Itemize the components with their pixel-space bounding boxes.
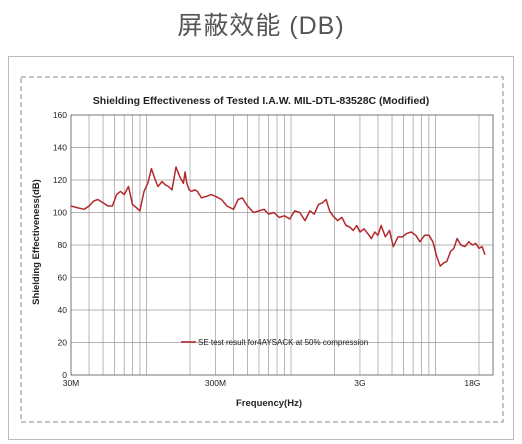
chart-border bbox=[20, 76, 504, 423]
y-tick-label: 100 bbox=[53, 208, 67, 218]
y-tick-label: 20 bbox=[58, 338, 68, 348]
chart-title: Shielding Effectiveness of Tested I.A.W.… bbox=[93, 95, 429, 107]
grid-layer bbox=[71, 115, 493, 375]
series-line bbox=[70, 166, 486, 267]
y-axis-label: Shielding Effectiveness(dB) bbox=[31, 179, 42, 305]
legend: SE test result for4AYSACK at 50% compres… bbox=[181, 338, 368, 347]
page-title: 屏蔽效能 (DB) bbox=[177, 12, 345, 40]
y-tick-label: 40 bbox=[58, 305, 68, 315]
x-axis-label: Frequency(Hz) bbox=[236, 398, 302, 409]
y-tick-label: 0 bbox=[62, 370, 67, 380]
x-tick-label: 300M bbox=[205, 378, 226, 388]
x-tick-label: 30M bbox=[63, 378, 80, 388]
legend-label: SE test result for4AYSACK at 50% compres… bbox=[198, 338, 368, 347]
x-tick-label: 3G bbox=[354, 378, 365, 388]
y-tick-label: 120 bbox=[53, 175, 67, 185]
tick-layer: 0 20 40 60 80 100 120 140 160 30M 300M 3G 18G bbox=[53, 110, 481, 388]
y-tick-label: 80 bbox=[58, 240, 68, 250]
plot-area bbox=[70, 114, 494, 376]
y-tick-label: 140 bbox=[53, 143, 67, 153]
chart-svg: Shielding Effectiveness of Tested I.A.W.… bbox=[20, 76, 504, 423]
series-layer bbox=[70, 166, 486, 267]
y-tick-label: 160 bbox=[53, 110, 67, 120]
y-tick-label: 60 bbox=[58, 273, 68, 283]
chart-frame: Shielding Effectiveness of Tested I.A.W.… bbox=[8, 56, 514, 440]
x-tick-label: 18G bbox=[464, 378, 480, 388]
